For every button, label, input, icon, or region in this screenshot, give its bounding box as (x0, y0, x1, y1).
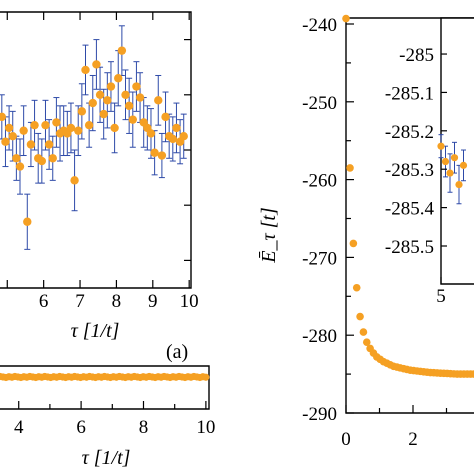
left-inset-data-point (77, 107, 87, 116)
right-inset-y-tick-label: -285.2 (385, 122, 434, 143)
left-inset-data-point (92, 60, 101, 69)
right-main-y-tick-label: -290 (302, 404, 337, 425)
right-main-plot: -290-280-270-260-250-240024 Ē_τ [t] (258, 14, 474, 450)
left-inset-data-point (12, 154, 21, 163)
right-main-data-point (346, 164, 354, 172)
left-inset-data-point (0, 112, 7, 122)
left-inset-x-tick-label: 9 (148, 291, 158, 312)
left-inset-data-point (135, 93, 145, 102)
left-main-frame (0, 365, 210, 410)
left-inset-data-point (41, 120, 50, 130)
left-inset-data-point (121, 90, 130, 100)
left-main-x-tick-label: 6 (76, 417, 86, 438)
left-inset-data-point (168, 134, 178, 144)
panel-label-a: (a) (166, 341, 188, 363)
left-inset-data-point (154, 96, 163, 105)
left-inset-x-tick-label: 10 (180, 291, 199, 312)
left-inset-data-point (132, 82, 141, 91)
left-inset-data-point (88, 98, 97, 108)
right-main-data-point (356, 312, 364, 321)
right-main-data-point (359, 328, 368, 336)
right-main-y-tick-label: -250 (302, 93, 337, 114)
left-inset-data-point (114, 74, 123, 83)
left-inset-data-point (48, 154, 57, 163)
left-inset-data-point (110, 123, 119, 133)
left-inset-data-point (8, 132, 17, 141)
right-inset-background (441, 18, 474, 284)
left-inset-x-tick-label: 7 (75, 291, 85, 312)
left-inset-data-point (66, 123, 76, 133)
left-main-data-point (202, 373, 210, 381)
left-inset-data-point (15, 162, 25, 171)
right-inset-x-tick-label: 5 (436, 286, 446, 307)
right-main-y-tick-label: -280 (302, 326, 337, 347)
left-inset-x-axis-label: τ [1/t] (71, 320, 120, 342)
right-main-data-point (352, 283, 361, 292)
right-main-y-tick-label: -240 (302, 15, 337, 36)
left-main-x-tick-label: 10 (196, 417, 215, 438)
right-main-data-point (362, 338, 371, 347)
left-inset-data-point (23, 217, 32, 226)
right-inset-y-tick-label: -285.4 (385, 199, 435, 220)
left-inset-data-point (70, 176, 79, 185)
right-inset-data-point (450, 154, 459, 162)
right-inset-data-point (459, 161, 468, 169)
left-inset-data-point (4, 123, 14, 133)
left-inset-plot: 6 7 8 9 10 τ [1/t] (a) (0, 11, 199, 363)
right-main-frame (345, 17, 474, 414)
left-main-x-tick-label: 8 (139, 417, 149, 438)
left-inset-data-point (19, 126, 28, 135)
left-inset-data-point (128, 115, 137, 124)
right-main-x-tick-label: 2 (408, 429, 418, 450)
left-main-x-tick-label: 4 (14, 417, 24, 438)
right-main-y-tick-label: -270 (302, 248, 337, 269)
left-inset-data-point (44, 140, 54, 149)
left-inset-data-point (81, 65, 90, 75)
left-inset-data-point (179, 132, 188, 141)
left-inset-x-tick-label: 6 (39, 291, 49, 312)
left-inset-data-point (95, 90, 105, 100)
left-inset-data-point (172, 123, 181, 133)
right-inset-data-point (437, 142, 445, 150)
right-main-data-point (470, 370, 474, 378)
right-inset-data-point (455, 180, 463, 189)
right-inset-data-point (441, 157, 450, 166)
right-inset-y-tick-label: -285 (399, 45, 434, 66)
left-main-x-axis-label: τ [1/t] (82, 447, 131, 469)
right-main-data-point (349, 239, 358, 248)
left-inset-x-tick-label: 8 (112, 291, 122, 312)
left-inset-data-point (106, 82, 116, 91)
left-inset-data-point (146, 129, 156, 138)
right-inset-y-tick-label: -285.1 (385, 83, 434, 104)
right-inset-plot: -285.5 -285.4 -285.3 -285.2 -285.1 -285 5 (385, 17, 474, 307)
left-inset-data-point (84, 120, 94, 130)
left-inset-data-point (37, 156, 47, 166)
left-inset-data-point (124, 101, 134, 111)
left-inset-data-point (117, 46, 127, 55)
right-main-x-tick-label: 0 (341, 429, 351, 450)
left-inset-data-point (161, 112, 170, 122)
right-main-y-axis-label: Ē_τ [t] (258, 207, 280, 264)
left-inset-data-point (26, 140, 36, 149)
right-main-data-point (342, 14, 350, 23)
right-inset-data-point (446, 169, 454, 177)
left-inset-data-point (30, 120, 39, 130)
left-inset-data-point (157, 151, 167, 160)
left-inset-data-point (99, 109, 108, 119)
left-inset-data-point (52, 118, 61, 127)
left-inset-data-point (1, 137, 10, 146)
right-inset-y-tick-label: -285.5 (385, 237, 434, 258)
left-main-plot: 4 6 8 10 τ [1/t] (0, 365, 215, 469)
right-inset-y-tick-label: -285.3 (385, 160, 434, 181)
left-inset-data-point (150, 148, 159, 157)
left-inset-data-point (74, 126, 83, 135)
left-inset-data-point (103, 96, 112, 105)
right-main-y-tick-label: -260 (302, 171, 337, 192)
